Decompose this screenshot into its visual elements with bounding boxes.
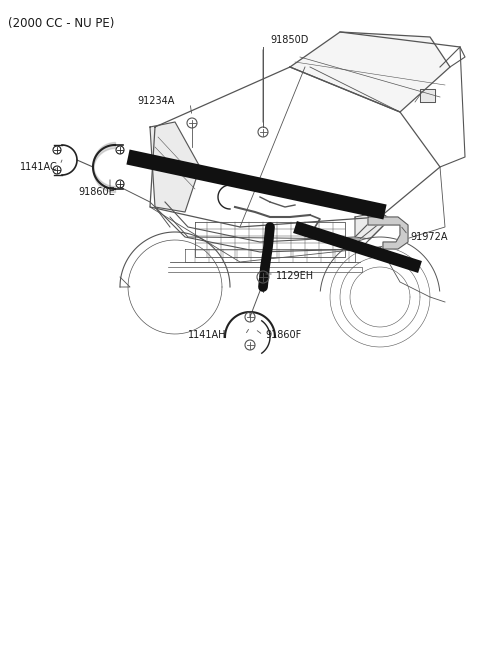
Polygon shape — [290, 32, 450, 112]
Text: 91850D: 91850D — [270, 35, 308, 45]
Polygon shape — [368, 217, 408, 249]
Text: 91234A: 91234A — [137, 96, 174, 106]
Text: (2000 CC - NU PE): (2000 CC - NU PE) — [8, 17, 114, 30]
Text: 91972A: 91972A — [410, 232, 447, 242]
Text: 1141AH: 1141AH — [188, 330, 227, 340]
Polygon shape — [420, 89, 435, 102]
Text: 1129EH: 1129EH — [276, 271, 314, 281]
Text: H: H — [266, 235, 274, 244]
Text: 91860E: 91860E — [78, 187, 115, 197]
Polygon shape — [150, 122, 200, 212]
Text: 1141AC: 1141AC — [20, 162, 58, 172]
Text: 91860F: 91860F — [265, 330, 301, 340]
Polygon shape — [355, 212, 390, 239]
